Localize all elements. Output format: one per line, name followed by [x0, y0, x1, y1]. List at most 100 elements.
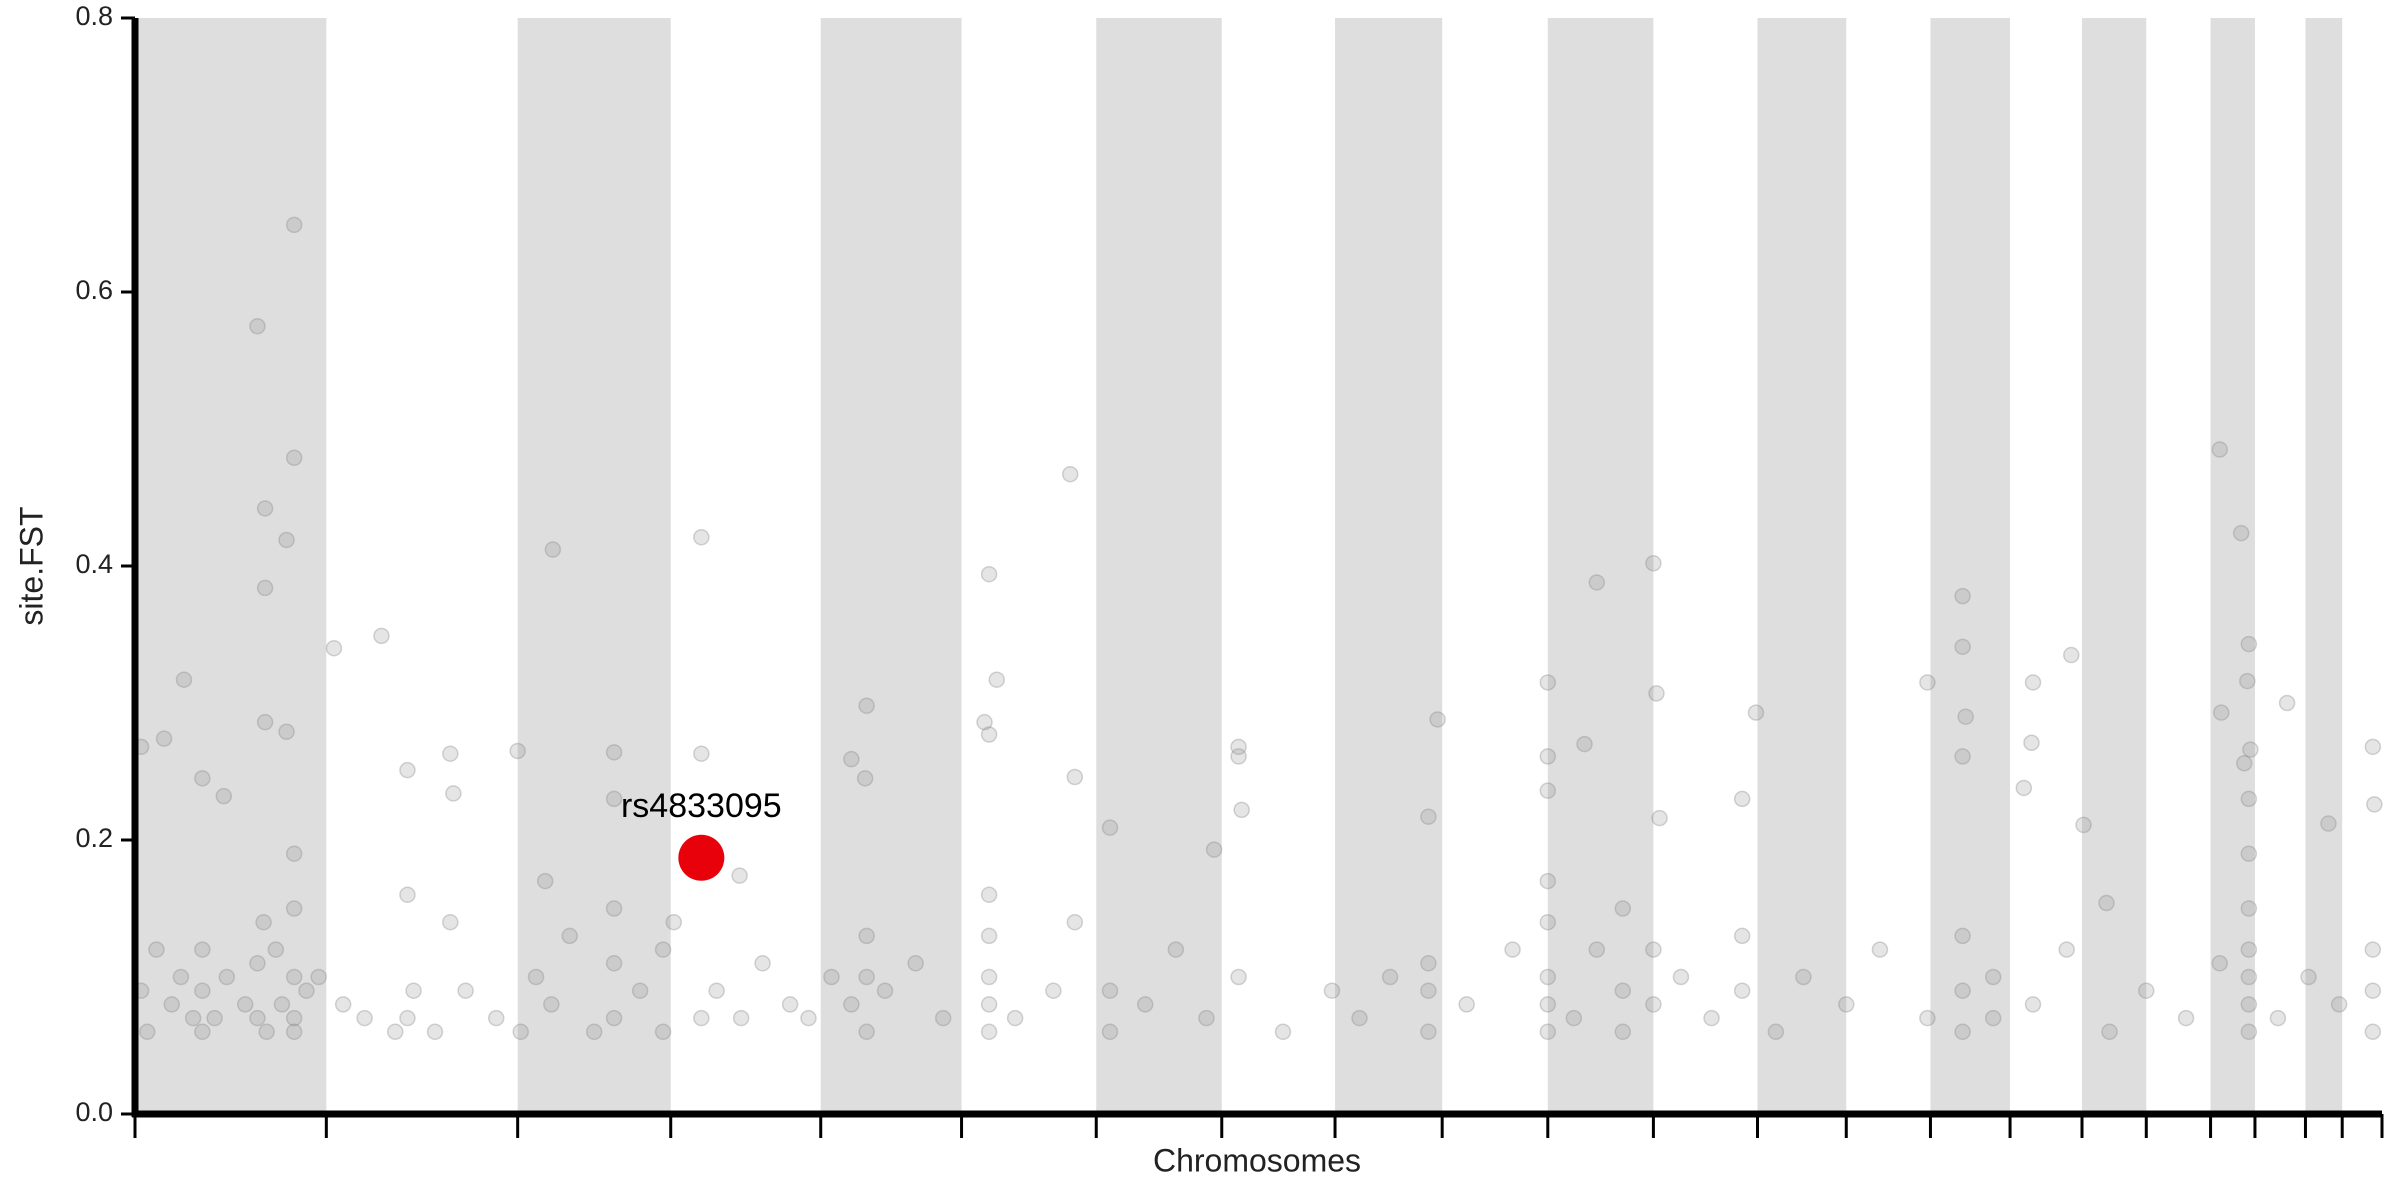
point	[1954, 587, 1971, 605]
y-axis-label: site.FST	[13, 506, 49, 625]
point	[631, 982, 649, 999]
point	[1588, 941, 1606, 958]
point	[2364, 738, 2382, 756]
point	[1954, 748, 1971, 765]
point	[843, 996, 860, 1013]
point	[1565, 1009, 1583, 1027]
point	[980, 968, 998, 986]
point	[1539, 996, 1557, 1013]
point	[654, 1023, 672, 1041]
point	[708, 982, 725, 999]
chromosome-band	[517, 18, 671, 1114]
point	[426, 1023, 444, 1041]
highlight-label: rs4833095	[621, 787, 782, 825]
point	[2240, 845, 2258, 862]
point	[298, 982, 315, 999]
point	[1767, 1023, 1785, 1041]
point	[138, 1023, 156, 1041]
point	[1984, 1009, 2002, 1027]
point	[509, 742, 526, 760]
point	[1136, 996, 1154, 1013]
point	[194, 941, 211, 958]
point	[1539, 782, 1557, 799]
point	[487, 1009, 505, 1027]
point	[218, 968, 236, 986]
point	[1539, 968, 1557, 986]
y-tick-label: 0.6	[75, 275, 113, 305]
point	[2024, 996, 2042, 1013]
point	[858, 697, 875, 714]
point	[693, 528, 710, 546]
y-tick-label: 0.0	[75, 1097, 113, 1127]
point	[1101, 982, 1119, 999]
point	[399, 886, 416, 904]
point	[1323, 982, 1341, 999]
point	[858, 1023, 875, 1041]
point	[988, 671, 1006, 688]
point	[1539, 674, 1557, 691]
point	[1614, 900, 1632, 917]
point	[1539, 872, 1557, 890]
point	[285, 216, 303, 234]
x-axis-label: Chromosomes	[1153, 1142, 1361, 1178]
point	[1614, 982, 1632, 999]
point	[2213, 704, 2230, 721]
point	[2075, 816, 2092, 834]
point	[1066, 768, 1084, 786]
point	[442, 745, 459, 762]
point	[980, 886, 998, 904]
point	[2300, 968, 2317, 986]
point	[2364, 1023, 2382, 1041]
point	[2240, 1023, 2258, 1041]
chromosome-band	[1930, 18, 2011, 1114]
point	[1230, 738, 1247, 756]
point	[1274, 1023, 1292, 1041]
point	[856, 770, 874, 787]
point	[1954, 638, 1971, 656]
point	[823, 968, 840, 986]
point	[1954, 1023, 1971, 1041]
chromosome-band	[1757, 18, 1847, 1114]
point	[1504, 941, 1521, 958]
point	[2364, 941, 2382, 958]
point	[512, 1023, 529, 1041]
point	[2098, 894, 2115, 912]
y-tick-label: 0.4	[75, 549, 113, 579]
point	[2240, 635, 2258, 653]
point	[1747, 704, 1765, 721]
point	[1045, 982, 1062, 999]
point	[2015, 779, 2033, 797]
point	[1588, 574, 1606, 591]
point	[334, 996, 352, 1013]
point	[399, 1009, 416, 1027]
point	[800, 1009, 817, 1027]
point	[285, 1023, 303, 1041]
point	[2240, 996, 2258, 1013]
point	[2177, 1009, 2195, 1027]
point	[2063, 646, 2080, 664]
point	[399, 761, 416, 779]
point	[2211, 955, 2229, 972]
point	[457, 982, 474, 999]
point	[1645, 996, 1662, 1013]
point	[184, 1009, 202, 1027]
chromosome-band	[135, 18, 327, 1114]
point	[1703, 1009, 1720, 1027]
chromosome-band	[1335, 18, 1443, 1114]
point	[1648, 685, 1665, 702]
chromosome-band	[1096, 18, 1222, 1114]
point	[605, 744, 623, 761]
point	[876, 982, 894, 999]
point	[194, 770, 211, 787]
point	[194, 982, 211, 999]
point	[1614, 1023, 1632, 1041]
point	[285, 449, 303, 467]
point	[665, 913, 683, 931]
point	[1733, 982, 1751, 999]
point	[843, 750, 860, 768]
y-tick-label: 0.8	[75, 1, 113, 31]
point	[215, 787, 233, 805]
point	[605, 900, 623, 917]
point	[1919, 1009, 1936, 1027]
point	[172, 968, 190, 986]
